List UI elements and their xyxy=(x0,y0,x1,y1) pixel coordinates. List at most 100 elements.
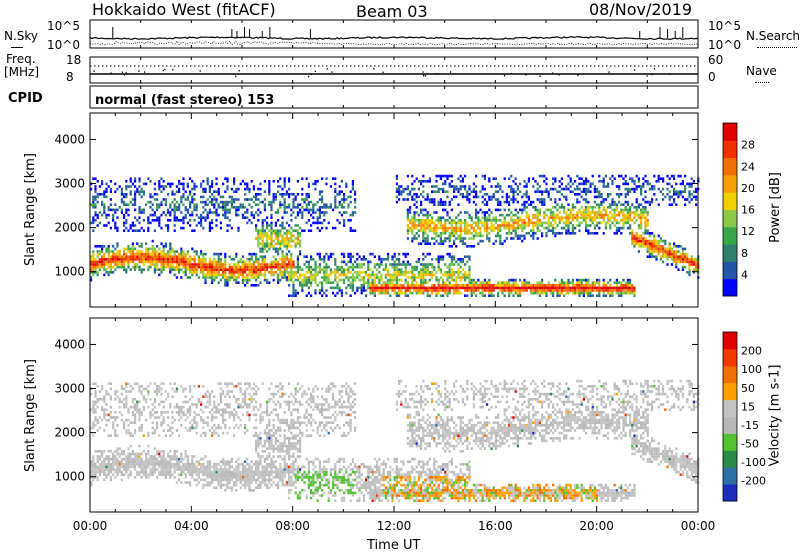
velocity-colorbar-swatch xyxy=(723,332,737,350)
power-colorbar-swatch xyxy=(723,192,737,210)
power-colorbar-swatch xyxy=(723,226,737,245)
nsky-label: N.Sky xyxy=(4,29,39,43)
x-tick-label: 12:00 xyxy=(377,519,412,533)
power-colorbar-swatch xyxy=(723,157,737,176)
nsearch-legend-line xyxy=(757,47,797,48)
power-ytick-label: 4000 xyxy=(54,132,85,146)
cpid-label: CPID xyxy=(8,91,43,106)
nsky-series xyxy=(89,36,699,40)
freq-tick-bottom: 8 xyxy=(66,70,74,84)
nsky-tick-top: 10^5 xyxy=(47,19,80,33)
power-echoes xyxy=(90,174,700,297)
freq-dot xyxy=(93,70,95,72)
nave-tick-top: 60 xyxy=(708,53,724,67)
cpid-text: normal (fast stereo) 153 xyxy=(95,93,275,108)
velocity-colorbar-tick-label: 100 xyxy=(741,363,762,376)
freq-dot xyxy=(310,73,313,76)
freq-dot xyxy=(125,72,127,74)
freq-dot xyxy=(138,70,140,72)
nsearch-series xyxy=(89,40,699,46)
power-ytick-label: 3000 xyxy=(54,177,85,191)
freq-dot xyxy=(373,68,375,70)
nave-tick-bottom: 0 xyxy=(708,70,716,84)
freq-dot xyxy=(651,73,653,76)
date-label: 08/Nov/2019 xyxy=(589,0,693,19)
freq-dot xyxy=(558,73,560,76)
freq-dot xyxy=(503,74,506,77)
freq-dot xyxy=(633,69,636,71)
power-colorbar-tick-label: 28 xyxy=(741,139,755,152)
freq-dot xyxy=(309,73,311,75)
freq-dot xyxy=(653,68,656,70)
cpid-panel-frame xyxy=(89,85,699,109)
freq-dot xyxy=(235,75,237,78)
velocity-colorbar-tick-label: -100 xyxy=(741,456,766,469)
power-ytick-label: 2000 xyxy=(54,221,85,235)
velocity-colorbar-swatch xyxy=(723,399,737,417)
freq-dot xyxy=(110,72,112,74)
beam-label: Beam 03 xyxy=(356,2,428,21)
x-tick-label: 04:00 xyxy=(174,519,209,533)
freq-dot xyxy=(646,75,648,77)
freq-panel-frame xyxy=(89,56,699,84)
power-ytick-label: 1000 xyxy=(54,265,85,279)
x-tick-label: 20:00 xyxy=(579,519,614,533)
site-title: Hokkaido West (fitACF) xyxy=(92,0,276,19)
nave-label: Nave xyxy=(746,64,777,78)
freq-dot xyxy=(539,75,541,77)
power-colorbar-swatch xyxy=(723,140,737,159)
nsearch-tick-top: 10^5 xyxy=(708,19,741,33)
freq-dot xyxy=(422,71,424,73)
velocity-ytick-label: 3000 xyxy=(54,382,85,396)
nsearch-label: N.Search xyxy=(746,29,800,43)
velocity-colorbar-swatch xyxy=(723,433,737,451)
x-tick-label: 00:00 xyxy=(681,519,716,533)
power-colorbar-tick-label: 12 xyxy=(741,225,755,238)
freq-dot xyxy=(510,72,512,75)
velocity-colorbar-swatch xyxy=(723,365,737,384)
power-colorbar-swatch xyxy=(723,209,737,228)
freq-dot xyxy=(123,74,125,76)
freq-dot xyxy=(314,70,316,73)
velocity-ytick-label: 4000 xyxy=(54,337,85,351)
power-colorbar-swatch xyxy=(723,123,737,141)
power-colorbar-tick-label: 4 xyxy=(741,268,748,281)
freq-dot xyxy=(307,75,310,78)
freq-tick-top: 18 xyxy=(66,53,82,67)
velocity-colorbar-tick-label: -50 xyxy=(741,438,759,451)
freq-dot xyxy=(172,68,174,71)
freq-label: Freq. xyxy=(6,52,36,66)
freq-dot xyxy=(669,73,671,75)
x-axis-label: Time UT xyxy=(367,538,421,553)
nsky-tick-bottom: 10^0 xyxy=(47,38,80,52)
velocity-echoes xyxy=(90,379,700,502)
nave-legend-line xyxy=(755,82,769,83)
freq-dot xyxy=(525,74,527,76)
power-colorbar-tick-label: 16 xyxy=(741,204,755,217)
freq-dot xyxy=(199,70,201,72)
velocity-colorbar-frame xyxy=(722,331,738,502)
power-colorbar-tick-label: 8 xyxy=(741,247,748,260)
freq-dot xyxy=(164,68,166,71)
velocity-colorbar-tick-label: 200 xyxy=(741,345,762,358)
freq-dot xyxy=(608,71,610,73)
power-colorbar-swatch xyxy=(723,174,737,193)
velocity-colorbar-swatch xyxy=(723,450,737,468)
power-colorbar-swatch xyxy=(723,244,737,262)
nsearch-tick-bottom: 10^0 xyxy=(708,38,741,52)
freq-dot xyxy=(552,72,554,74)
velocity-colorbar-tick-label: 50 xyxy=(741,382,755,395)
power-colorbar-frame xyxy=(722,122,738,297)
velocity-colorbar-swatch xyxy=(723,348,737,367)
freq-dot xyxy=(577,74,579,77)
freq-dot xyxy=(424,75,427,77)
freq-dot xyxy=(449,71,452,73)
x-tick-label: 00:00 xyxy=(73,519,108,533)
velocity-colorbar-swatch xyxy=(723,467,737,485)
x-tick-label: 16:00 xyxy=(478,519,513,533)
velocity-ytick-label: 2000 xyxy=(54,426,85,440)
freq-dot xyxy=(437,73,439,75)
freq-dot xyxy=(331,71,333,73)
velocity-colorbar-tick-label: -200 xyxy=(741,475,766,488)
